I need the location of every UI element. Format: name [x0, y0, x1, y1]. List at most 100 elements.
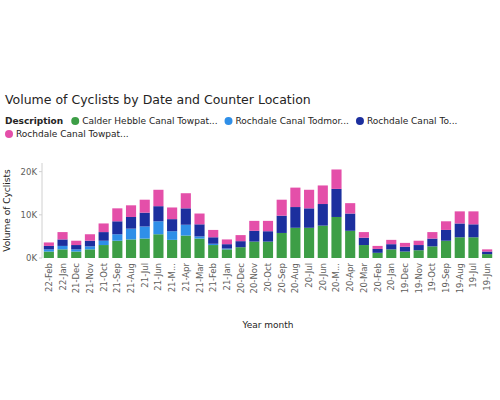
- bar-segment: [290, 188, 300, 207]
- bar-segment: [71, 249, 81, 251]
- bar-segment: [441, 230, 451, 241]
- bar-segment: [290, 228, 300, 258]
- x-tick-label: 22-Feb: [44, 263, 54, 292]
- x-tick-label: 20-Aug: [290, 263, 300, 293]
- bar-segment: [99, 245, 109, 258]
- y-tick: [39, 214, 42, 215]
- x-tick-label: 20-Nov: [249, 263, 259, 293]
- legend-swatch: [225, 117, 233, 125]
- bar-segment: [359, 238, 369, 245]
- bar-segment: [277, 200, 287, 216]
- y-tick: [39, 171, 42, 172]
- title: Volume of Cyclists by Date and Counter L…: [5, 92, 311, 107]
- bar-segment: [482, 254, 492, 258]
- x-tick-label: 19-Nov: [414, 263, 424, 293]
- bar-segment: [126, 205, 136, 217]
- y-tick-label: 20K: [21, 167, 38, 177]
- bar-segment: [455, 237, 465, 258]
- bar-segment: [427, 246, 437, 258]
- bar-segment: [318, 226, 328, 258]
- bar-segment: [441, 221, 451, 230]
- bar-segment: [277, 233, 287, 258]
- bar-segment: [57, 246, 67, 249]
- bar-segment: [222, 239, 232, 244]
- bar-segment: [153, 234, 163, 258]
- bar-segment: [71, 241, 81, 245]
- bar-segment: [85, 249, 95, 258]
- x-tick-label: 20-Sep: [277, 263, 287, 293]
- x-tick-label: 21-Oct: [99, 262, 109, 291]
- x-tick-label: 20-Jan: [386, 263, 396, 290]
- x-tick-label: 21-Jan: [222, 263, 232, 290]
- x-tick-label: 21-Aug: [126, 263, 136, 293]
- bar-segment: [99, 232, 109, 241]
- bar-segment: [414, 245, 424, 250]
- bar-segment: [44, 246, 54, 249]
- bar-segment: [126, 239, 136, 258]
- x-tick-label: 21-Jul: [140, 263, 150, 288]
- bar-segment: [112, 241, 122, 258]
- bar-segment: [208, 245, 218, 258]
- bar-segment: [468, 224, 478, 237]
- legend-swatch: [5, 130, 13, 138]
- x-tick-label: 21-Dec: [71, 263, 81, 294]
- x-tick-label: 20-Dec: [236, 263, 246, 294]
- legend-title: Description: [5, 116, 63, 126]
- x-tick-label: 21-Apr: [181, 262, 191, 291]
- bar-segment: [345, 203, 355, 213]
- background: [0, 0, 500, 400]
- bar-segment: [304, 208, 314, 227]
- bar-segment: [153, 206, 163, 221]
- x-tick-label: 20-Jun: [318, 263, 328, 291]
- bar-segment: [236, 241, 246, 247]
- bar-segment: [400, 243, 410, 247]
- bar-segment: [181, 225, 191, 236]
- bar-segment: [208, 244, 218, 245]
- bar-segment: [167, 240, 177, 258]
- bar-segment: [277, 216, 287, 233]
- bar-segment: [304, 190, 314, 209]
- bar-segment: [57, 232, 67, 239]
- bar-segment: [386, 249, 396, 258]
- bar-segment: [400, 247, 410, 252]
- bar-segment: [455, 211, 465, 223]
- bar-segment: [304, 228, 314, 258]
- legend-label: Rochdale Canal Towpat...: [16, 129, 129, 139]
- bar-segment: [386, 240, 396, 244]
- legend-label: Rochdale Canal To...: [367, 116, 457, 126]
- bar-segment: [85, 241, 95, 247]
- bar-segment: [194, 224, 204, 236]
- legend-swatch: [71, 117, 79, 125]
- x-tick-label: 21-Feb: [208, 263, 218, 292]
- bar-segment: [71, 252, 81, 258]
- bar-segment: [236, 235, 246, 241]
- y-tick: [39, 258, 42, 259]
- bar-segment: [222, 249, 232, 258]
- bar-segment: [468, 211, 478, 224]
- bar-segment: [427, 232, 437, 238]
- bar-segment: [482, 249, 492, 251]
- bar-segment: [359, 245, 369, 258]
- x-tick-label: 20-M...: [331, 263, 341, 292]
- x-tick-label: 19-Dec: [400, 263, 410, 294]
- bar-segment: [359, 232, 369, 238]
- bar-segment: [482, 252, 492, 255]
- bar-segment: [44, 242, 54, 245]
- bar-segment: [373, 249, 383, 253]
- bar-segment: [331, 189, 341, 217]
- bar-segment: [85, 246, 95, 249]
- bar-segment: [414, 241, 424, 245]
- bar-segment: [345, 231, 355, 258]
- bar-segment: [249, 231, 259, 242]
- legend-swatch: [356, 117, 364, 125]
- x-tick-label: 21-M...: [167, 263, 177, 292]
- bar-segment: [194, 214, 204, 225]
- bar-segment: [263, 231, 273, 241]
- bar-segment: [373, 253, 383, 258]
- legend-item: Rochdale Canal Todmor...: [225, 116, 349, 126]
- x-tick-label: 19-Aug: [455, 263, 465, 293]
- bar-segment: [400, 252, 410, 258]
- bar-segment: [181, 236, 191, 258]
- bar-segment: [71, 245, 81, 249]
- bar-segment: [99, 223, 109, 232]
